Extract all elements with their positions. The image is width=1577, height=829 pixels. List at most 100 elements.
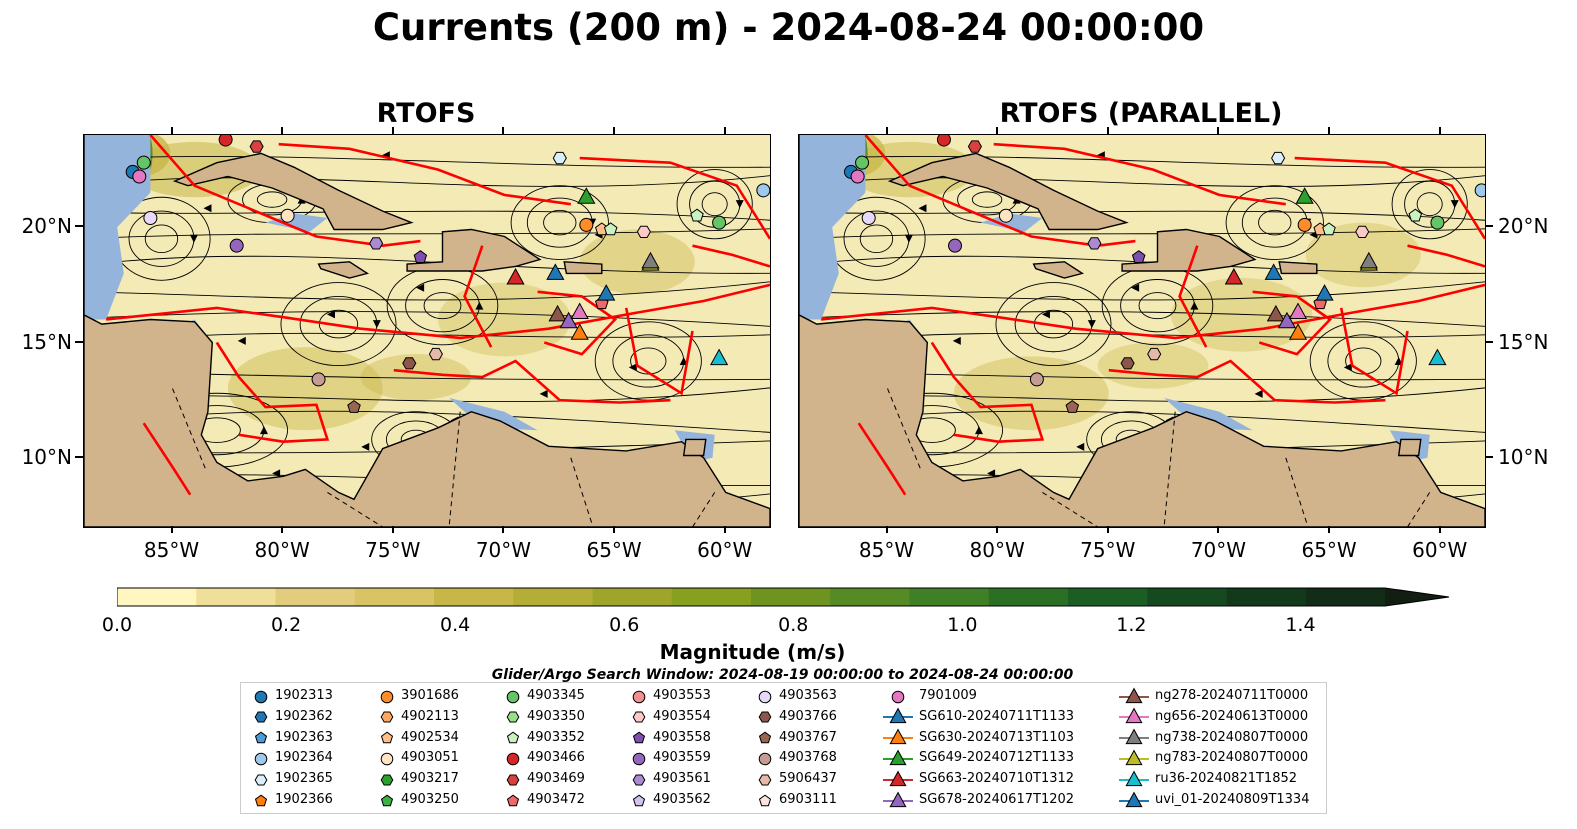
legend-label: 3901686 — [401, 688, 459, 703]
legend-marker — [380, 690, 394, 703]
float-marker-1902364 — [1474, 183, 1485, 198]
streamline — [701, 192, 728, 217]
legend-label: ng783-20240807T0000 — [1155, 750, 1309, 766]
legend-label: ng738-20240807T0000 — [1155, 729, 1309, 745]
y-tick-mark — [75, 455, 83, 458]
streamline — [799, 210, 1485, 221]
float-marker-SG663-20240710T1312 — [1224, 267, 1243, 285]
legend-item: 4903250 — [379, 790, 459, 809]
land — [563, 261, 603, 275]
legend-marker — [1119, 687, 1149, 703]
region-boundary — [993, 142, 1286, 206]
float-marker-4903345 — [136, 155, 151, 170]
x-tick-mark — [391, 127, 394, 134]
streamline — [971, 191, 1003, 208]
legend-symbol — [380, 731, 394, 744]
legend-symbol — [506, 752, 520, 766]
legend-marker — [632, 794, 646, 806]
speed-shading — [579, 229, 695, 295]
legend-marker — [758, 752, 772, 766]
float-marker-SG649-20240712T1133 — [577, 187, 596, 204]
region-boundary — [393, 359, 671, 404]
float-marker-4903563 — [143, 211, 158, 226]
streamline-arrow — [475, 301, 484, 310]
colorbar-segment — [275, 588, 356, 606]
figure-title: Currents (200 m) - 2024-08-24 00:00:00 — [372, 6, 1205, 49]
legend-label: 4903768 — [779, 750, 837, 766]
colorbar-segment — [1147, 588, 1227, 606]
region-boundary — [820, 283, 1485, 340]
x-tick-mark — [1217, 127, 1220, 134]
float-marker-SG610-20240711T1133 — [1264, 263, 1283, 280]
region-boundary — [1294, 156, 1485, 240]
region-boundary — [692, 244, 770, 268]
legend-item: SG678-20240617T1202 — [883, 790, 1074, 809]
colorbar-tick-label: 1.4 — [1285, 614, 1316, 636]
legend-item: 4903559 — [631, 748, 711, 767]
x-tick-mark — [1328, 526, 1331, 533]
streamline-arrow — [326, 310, 335, 319]
streamline — [84, 228, 770, 240]
legend-item: ng278-20240711T0000 — [1119, 686, 1308, 705]
legend-label: 4903217 — [401, 771, 459, 787]
land — [1397, 438, 1422, 457]
streamline-arrow — [1076, 442, 1085, 451]
streamline — [256, 191, 288, 208]
x-tick-label: 80°W — [254, 538, 310, 562]
x-tick-mark — [281, 127, 284, 134]
land — [887, 152, 1129, 231]
float-marker-ng278-20240711T0000 — [1266, 304, 1285, 322]
land — [406, 228, 542, 272]
x-tick-mark — [170, 127, 173, 134]
colorbar — [116, 587, 1453, 613]
float-marker-4903051 — [280, 208, 295, 223]
legend-symbol — [506, 731, 520, 744]
legend-marker — [1119, 728, 1149, 745]
x-tick-label: 65°W — [586, 538, 642, 562]
float-marker-uvi_01-20240809T1334 — [1315, 284, 1334, 301]
legend-label: 1902362 — [275, 708, 333, 724]
colorbar-extend-arrow — [1385, 588, 1449, 606]
y-tick-label: 20°N — [21, 214, 72, 239]
legend-item: 4903553 — [631, 686, 711, 705]
land — [172, 152, 414, 231]
legend-marker — [254, 731, 268, 744]
legend-label: SG630-20240713T1103 — [919, 729, 1075, 745]
colorbar-tick-label: 0.6 — [609, 614, 640, 636]
x-tick-label: 65°W — [1301, 538, 1357, 562]
legend-label: 4903472 — [527, 792, 585, 807]
float-marker-4903051 — [998, 208, 1013, 223]
legend-symbol — [632, 731, 646, 744]
colorbar-svg — [116, 587, 1450, 607]
legend-symbol — [506, 774, 520, 786]
float-marker-ng656-20240613T0000 — [570, 302, 589, 320]
x-tick-label: 60°W — [1412, 538, 1468, 562]
streamline — [423, 292, 462, 320]
float-marker-4903768 — [1029, 372, 1044, 387]
legend-label: 1902313 — [275, 688, 333, 703]
legend-item: 4903562 — [631, 790, 711, 809]
float-marker-4903352 — [1322, 222, 1336, 236]
legend-item: 6903111 — [757, 790, 837, 809]
land — [1032, 261, 1085, 279]
region-boundary — [278, 142, 571, 206]
streamline-arrow — [1450, 200, 1459, 209]
legend-label: 4903352 — [527, 729, 585, 745]
colorbar-segment — [988, 588, 1069, 606]
country-border — [448, 411, 461, 527]
float-marker-4903561 — [369, 237, 384, 250]
y-tick-mark — [1485, 225, 1493, 228]
legend-label: 4903766 — [779, 708, 837, 724]
colorbar-tick-label: 0.2 — [270, 614, 302, 636]
float-marker-4903561 — [1087, 237, 1102, 250]
legend-symbol — [254, 731, 268, 744]
panel-title-rtofs-parallel: RTOFS (PARALLEL) — [999, 98, 1283, 129]
float-marker-4903558 — [413, 250, 428, 263]
region-boundary — [149, 135, 421, 248]
country-border — [172, 388, 207, 470]
legend-item: 1902363 — [253, 728, 333, 747]
legend-symbol — [1125, 728, 1143, 745]
float-marker-1902365 — [552, 151, 567, 165]
legend-item: 1902365 — [253, 769, 333, 788]
legend-marker — [1119, 707, 1149, 724]
